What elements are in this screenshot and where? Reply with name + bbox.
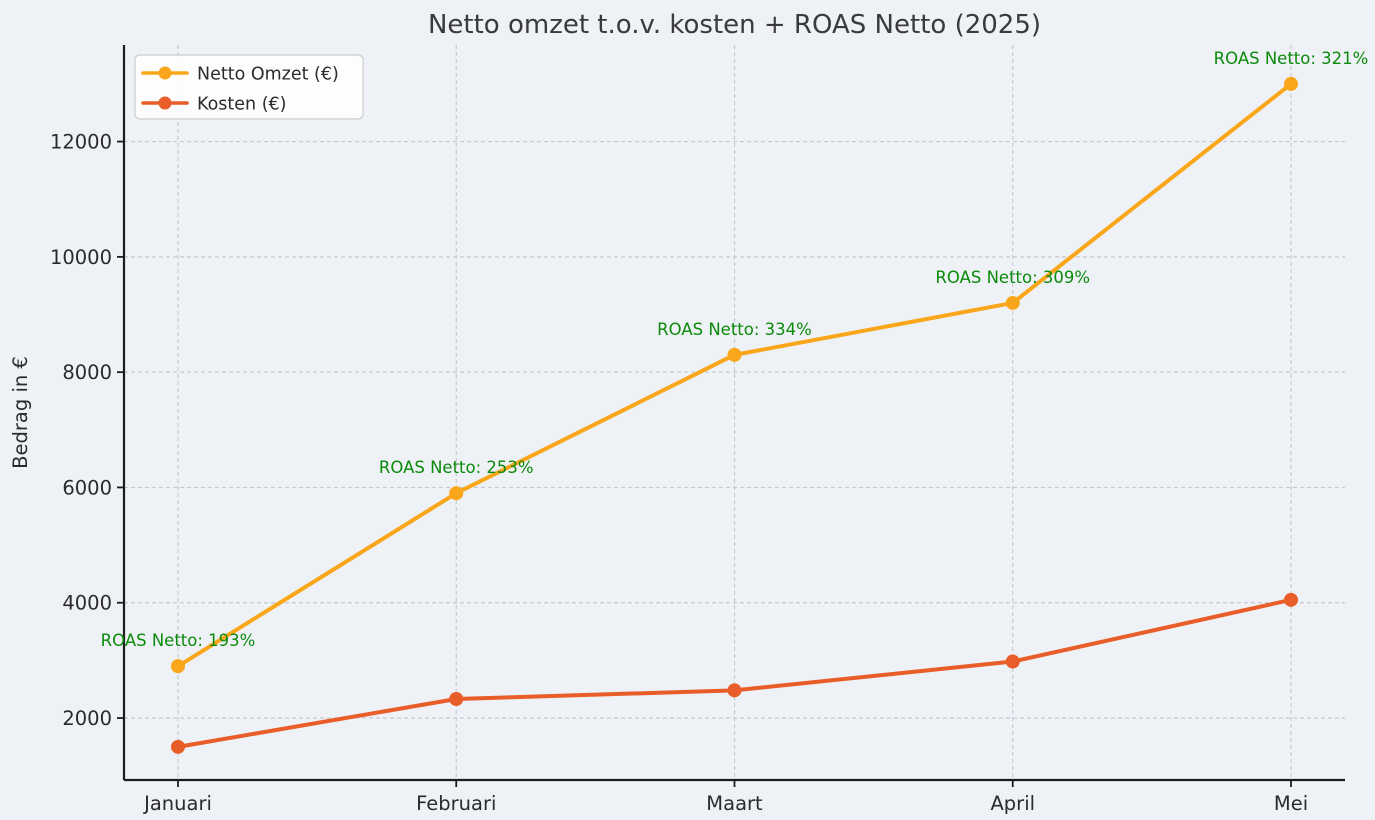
y-tick-label: 8000	[62, 361, 112, 384]
roas-annotation: ROAS Netto: 334%	[657, 320, 812, 339]
data-point-marker	[727, 347, 742, 362]
roas-annotation: ROAS Netto: 309%	[935, 268, 1090, 287]
x-tick-label: Januari	[142, 792, 212, 815]
data-point-marker	[171, 739, 185, 754]
legend-frame	[134, 54, 364, 120]
axis-layer: Januari Februari Maart April Mei 2000 4000 6000…	[50, 45, 1345, 815]
chart-title: Netto omzet t.o.v. kosten + ROAS Netto (…	[428, 10, 1041, 40]
y-tick-label: 4000	[62, 592, 112, 615]
x-tick-label: Februari	[416, 792, 496, 815]
y-tick-label: 12000	[50, 131, 112, 154]
data-point-marker	[1284, 76, 1298, 91]
y-tick-label: 2000	[62, 707, 112, 730]
data-point-marker	[171, 659, 185, 674]
legend-swatch-marker	[158, 96, 172, 110]
grid-layer	[124, 45, 1345, 780]
data-point-marker	[1005, 654, 1020, 669]
legend-box: Netto Omzet (€) Kosten (€)	[134, 54, 364, 120]
legend: Netto Omzet (€) Kosten (€)	[134, 54, 364, 120]
roas-annotation: ROAS Netto: 253%	[379, 458, 534, 477]
roas-annotation: ROAS Netto: 193%	[101, 631, 256, 650]
data-point-marker	[1284, 592, 1298, 607]
legend-swatch-marker	[158, 66, 172, 80]
series-layer	[171, 76, 1298, 754]
x-tick-label: Mei	[1274, 792, 1308, 815]
data-point-marker	[449, 692, 464, 707]
y-tick-label: 10000	[50, 246, 112, 269]
annotation-layer: ROAS Netto: 193% ROAS Netto: 253% ROAS Net…	[101, 49, 1369, 650]
y-tick-label: 6000	[62, 476, 112, 499]
data-point-marker	[727, 683, 742, 698]
x-tick-label: April	[990, 792, 1035, 815]
x-tick-label: Maart	[706, 792, 763, 815]
y-axis-title: Bedrag in €	[9, 356, 32, 469]
data-point-marker	[449, 486, 464, 501]
roas-annotation: ROAS Netto: 321%	[1214, 49, 1369, 68]
legend-item-label: Netto Omzet (€)	[197, 65, 339, 85]
data-point-marker	[1005, 295, 1020, 310]
legend-item-label: Kosten (€)	[197, 95, 287, 115]
